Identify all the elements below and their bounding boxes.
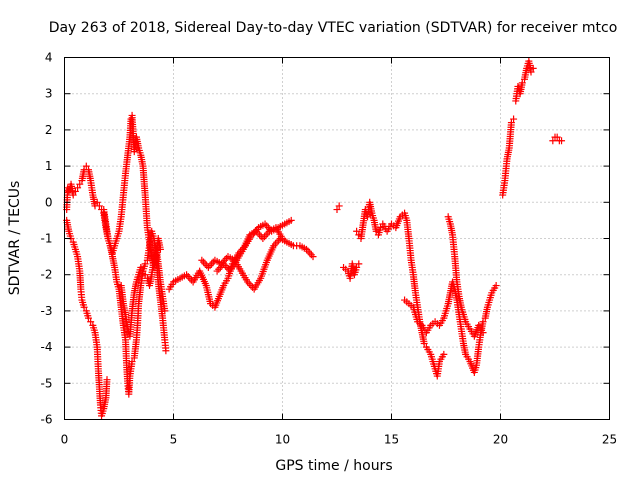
y-tick-label: -4: [41, 340, 53, 354]
data-point: [80, 303, 88, 311]
x-axis-ticks: 0 5 10 15 20 25: [61, 57, 617, 447]
y-tick-label: -5: [41, 376, 53, 390]
y-tick-label: -3: [41, 304, 53, 318]
data-point: [156, 245, 164, 253]
chart-title: Day 263 of 2018, Sidereal Day-to-day VTE…: [49, 20, 618, 36]
data-point: [69, 191, 77, 199]
data-point: [507, 119, 515, 127]
data-point: [139, 267, 147, 275]
data-point: [71, 187, 79, 195]
data-point: [261, 233, 269, 241]
data-point: [440, 350, 448, 358]
y-axis-ticks: 4 3 2 1 0 -1 -2 -3 -4 -5 -6: [41, 51, 610, 427]
y-tick-label: 2: [45, 123, 53, 137]
x-tick-label: 10: [275, 433, 290, 447]
data-point: [353, 263, 361, 271]
data-point: [95, 202, 103, 210]
data-point: [137, 263, 145, 271]
data-point: [103, 376, 111, 384]
y-axis-label: SDTVAR / TECUs: [7, 181, 23, 296]
data-point: [93, 198, 101, 206]
data-point: [223, 263, 231, 271]
data-point: [355, 260, 363, 268]
data-point: [209, 258, 217, 266]
data-point: [518, 79, 526, 87]
data-point: [201, 260, 209, 268]
x-tick-label: 15: [384, 433, 399, 447]
data-point: [87, 318, 95, 326]
data-point: [377, 224, 385, 232]
y-tick-label: 3: [45, 87, 53, 101]
data-point: [479, 329, 487, 337]
data-point: [510, 115, 518, 123]
data-point: [162, 347, 170, 355]
y-tick-label: 1: [45, 159, 53, 173]
data-point: [558, 137, 566, 145]
data-point: [309, 253, 317, 261]
data-point: [198, 256, 206, 264]
data-point: [307, 251, 315, 259]
data-point: [161, 307, 169, 315]
data-point: [529, 64, 537, 72]
data-point: [492, 282, 500, 290]
data-point: [141, 260, 149, 268]
x-tick-label: 20: [493, 433, 508, 447]
data-point: [204, 263, 212, 271]
data-point: [333, 206, 341, 214]
data-point: [184, 273, 192, 281]
y-tick-label: 4: [45, 51, 53, 65]
data-point: [206, 262, 214, 270]
data-point: [527, 68, 535, 76]
x-axis-label: GPS time / hours: [275, 458, 392, 474]
data-point: [74, 184, 82, 192]
x-tick-label: 25: [602, 433, 617, 447]
y-tick-label: 0: [45, 195, 53, 209]
data-marks: [63, 57, 566, 420]
y-tick-label: -6: [41, 413, 53, 427]
data-point: [553, 133, 561, 141]
y-tick-label: -1: [41, 232, 53, 246]
data-point: [128, 358, 136, 366]
x-tick-label: 0: [61, 433, 69, 447]
data-point: [84, 314, 92, 322]
grid-lines: [64, 57, 610, 420]
data-point: [259, 235, 267, 242]
x-tick-label: 5: [170, 433, 178, 447]
y-tick-label: -2: [41, 268, 53, 282]
data-point: [262, 231, 270, 239]
data-point: [247, 282, 255, 290]
data-point: [549, 137, 557, 145]
data-point: [335, 202, 343, 210]
data-point: [141, 271, 149, 279]
data-point: [420, 339, 428, 347]
data-point: [82, 162, 90, 170]
data-point: [76, 180, 84, 188]
data-point: [306, 249, 314, 257]
data-point: [199, 258, 207, 266]
data-point: [287, 216, 295, 224]
data-point: [213, 267, 221, 275]
data-point: [127, 115, 135, 123]
data-point: [479, 318, 487, 326]
data-point: [279, 235, 286, 242]
